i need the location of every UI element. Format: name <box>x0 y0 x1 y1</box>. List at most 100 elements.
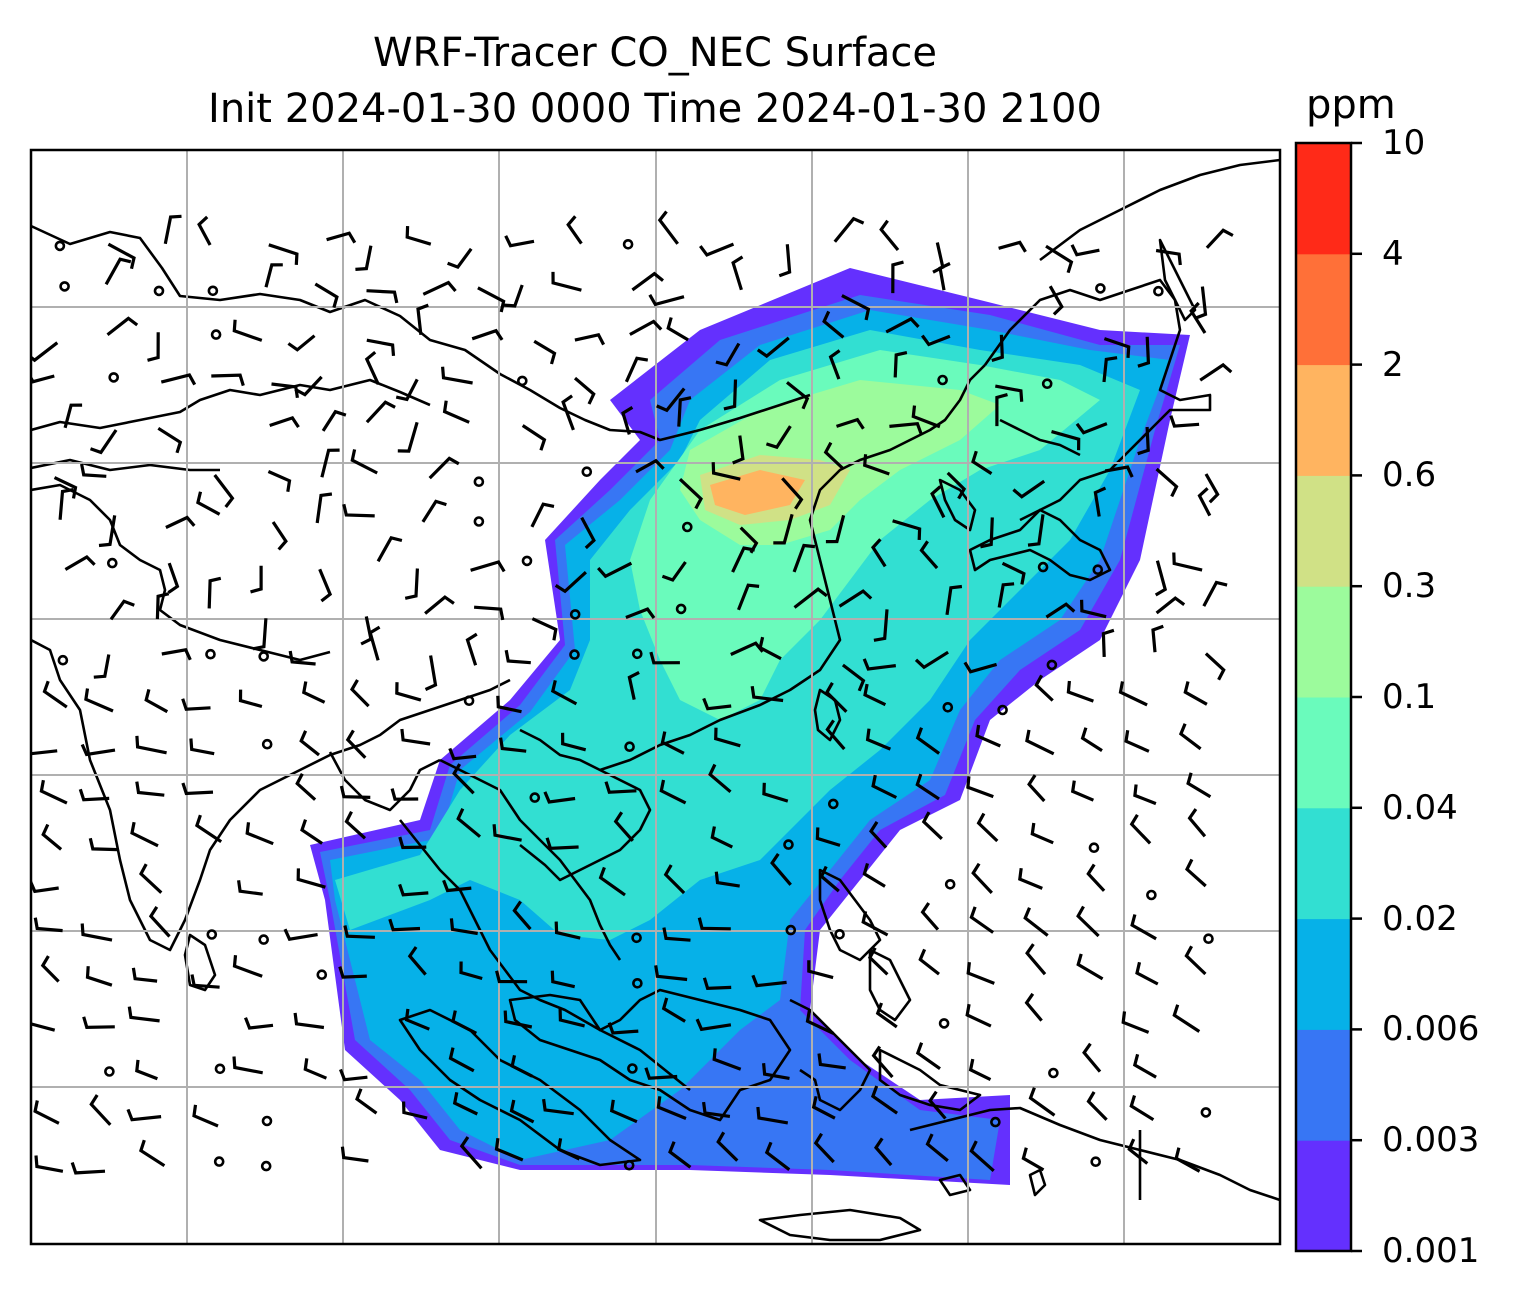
wind-barb <box>78 788 110 802</box>
calm-wind-circle <box>632 977 643 989</box>
wind-barb <box>53 476 78 499</box>
wind-barb <box>398 883 429 897</box>
wind-barb <box>969 906 995 934</box>
wind-barb <box>107 242 136 270</box>
wind-barb <box>666 317 689 342</box>
wind-barb <box>815 827 841 847</box>
wind-barb <box>662 927 691 942</box>
colorbar-frame <box>1294 141 1353 1253</box>
calm-wind-circle <box>529 792 541 803</box>
calm-wind-circle <box>834 928 845 940</box>
wind-barb <box>459 961 483 981</box>
wind-barb <box>238 689 263 709</box>
wind-barb <box>300 819 323 845</box>
wind-barb <box>70 1161 106 1175</box>
calm-wind-circle <box>1048 1067 1059 1079</box>
wind-barb <box>31 749 58 756</box>
wind-barb <box>1187 808 1207 838</box>
wind-barb <box>405 226 432 246</box>
calm-wind-circle <box>258 651 270 662</box>
wind-barb <box>598 866 626 897</box>
wind-barb <box>1045 244 1074 274</box>
wind-barb <box>554 571 587 594</box>
calm-wind-circle <box>1046 659 1058 671</box>
wind-barb <box>421 499 447 523</box>
wind-barb <box>366 338 396 357</box>
wind-barb <box>663 864 686 895</box>
wind-barb <box>873 1137 893 1167</box>
wind-barb <box>470 560 506 573</box>
calm-wind-circle <box>261 738 273 750</box>
wind-barb <box>875 1002 898 1029</box>
wind-barb <box>428 456 460 480</box>
wind-barb <box>456 808 482 838</box>
wind-barb <box>294 375 323 397</box>
wind-barb <box>995 393 1008 427</box>
wind-barb <box>921 811 943 840</box>
wind-barb <box>161 648 192 661</box>
wind-barb <box>416 303 429 335</box>
wind-barb <box>465 632 478 666</box>
wind-barb <box>920 902 940 931</box>
wind-barb <box>237 880 263 896</box>
calm-wind-circle <box>316 969 328 981</box>
wind-barb <box>867 947 889 976</box>
wind-barb <box>400 728 431 746</box>
wind-barb <box>702 1101 731 1118</box>
wind-barb <box>758 636 782 661</box>
wind-barb <box>181 698 211 711</box>
wind-barb <box>340 1146 369 1163</box>
wind-barb <box>244 1017 274 1030</box>
wind-barb <box>573 376 596 405</box>
wind-barb <box>723 379 738 411</box>
wind-barb <box>127 1006 160 1023</box>
wind-barb <box>661 561 687 582</box>
wind-barb <box>320 448 340 478</box>
wind-barb <box>148 906 171 938</box>
calm-wind-circle <box>261 1115 273 1127</box>
wind-barb <box>631 271 665 292</box>
wind-barb <box>1137 426 1150 456</box>
wind-barb <box>521 424 547 451</box>
wind-barb <box>1202 580 1228 607</box>
wind-barb <box>770 852 792 886</box>
wind-barb <box>1048 285 1064 316</box>
wind-barb <box>302 681 326 704</box>
wind-barb <box>885 316 920 334</box>
calm-wind-circle <box>785 924 797 936</box>
calm-wind-circle <box>937 374 948 386</box>
wind-barb <box>930 485 946 519</box>
calm-wind-circle <box>104 1066 115 1077</box>
colorbar-tick-label: 0.001 <box>1382 1231 1480 1271</box>
wind-barb <box>84 688 114 713</box>
wind-barb <box>841 294 871 321</box>
wind-barb <box>34 1155 64 1173</box>
wind-barb <box>1021 1147 1045 1172</box>
wind-barb <box>1024 992 1043 1022</box>
wind-barb <box>1093 486 1107 517</box>
wind-barb <box>350 679 370 708</box>
wind-barb <box>296 868 326 889</box>
wind-barb <box>863 683 887 707</box>
wind-barb <box>945 584 963 616</box>
wind-barb <box>288 650 316 666</box>
wind-barb <box>395 378 419 402</box>
wind-barb <box>342 503 375 518</box>
wind-barb <box>104 257 132 286</box>
wind-barb <box>711 462 741 481</box>
wind-barb <box>629 319 663 336</box>
wind-barb <box>762 1063 790 1080</box>
wind-barb <box>496 695 522 714</box>
wind-barb <box>751 974 787 988</box>
wind-barb <box>41 823 63 851</box>
wind-barb <box>914 650 949 670</box>
wind-barb <box>64 554 96 571</box>
wind-barb <box>861 910 889 937</box>
wind-barb <box>93 654 111 679</box>
wind-barb <box>659 779 687 805</box>
wind-barb <box>833 216 865 243</box>
wind-barb <box>915 1042 941 1071</box>
wind-barb <box>607 1022 639 1035</box>
wind-barb <box>448 747 477 761</box>
wind-barb <box>807 960 834 980</box>
